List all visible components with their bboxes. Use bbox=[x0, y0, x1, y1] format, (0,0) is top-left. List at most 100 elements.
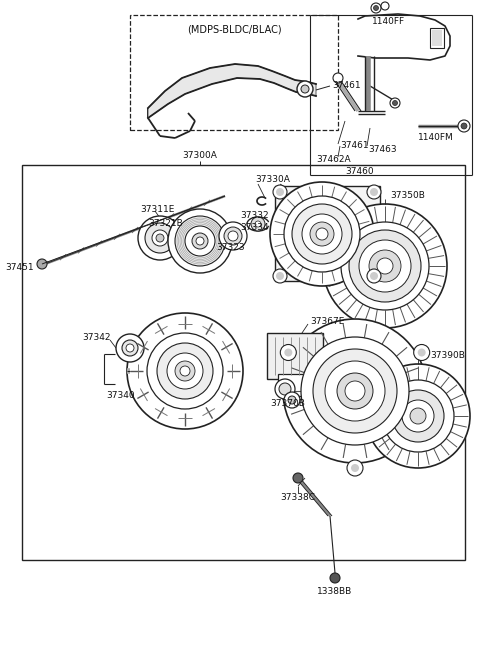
Circle shape bbox=[116, 334, 144, 362]
Text: 1338BB: 1338BB bbox=[317, 588, 353, 596]
Text: 37350B: 37350B bbox=[390, 192, 425, 201]
Circle shape bbox=[175, 361, 195, 381]
Circle shape bbox=[345, 381, 365, 401]
Polygon shape bbox=[148, 64, 316, 118]
Bar bbox=[278, 374, 306, 396]
Circle shape bbox=[283, 319, 427, 463]
Circle shape bbox=[293, 473, 303, 483]
Circle shape bbox=[377, 258, 393, 274]
Circle shape bbox=[351, 464, 359, 472]
Text: 37451: 37451 bbox=[5, 264, 34, 272]
Text: 37340: 37340 bbox=[106, 392, 134, 401]
Circle shape bbox=[284, 196, 360, 272]
Circle shape bbox=[280, 344, 296, 361]
Circle shape bbox=[316, 228, 328, 240]
Circle shape bbox=[418, 348, 426, 356]
Circle shape bbox=[371, 3, 381, 13]
Circle shape bbox=[145, 223, 175, 253]
Circle shape bbox=[414, 344, 430, 361]
Circle shape bbox=[369, 250, 401, 282]
Circle shape bbox=[341, 222, 429, 310]
Circle shape bbox=[458, 120, 470, 132]
Circle shape bbox=[323, 204, 447, 328]
Text: 37367E: 37367E bbox=[310, 316, 344, 325]
Circle shape bbox=[275, 379, 295, 399]
Circle shape bbox=[196, 237, 204, 245]
Circle shape bbox=[279, 383, 291, 395]
Text: 37461: 37461 bbox=[332, 81, 360, 91]
Text: 37332: 37332 bbox=[240, 211, 269, 220]
Circle shape bbox=[302, 214, 342, 254]
Text: 37300A: 37300A bbox=[182, 152, 217, 161]
Circle shape bbox=[255, 221, 261, 227]
Circle shape bbox=[292, 204, 352, 264]
Circle shape bbox=[273, 269, 287, 283]
Circle shape bbox=[175, 216, 225, 266]
Circle shape bbox=[313, 349, 397, 433]
Circle shape bbox=[192, 233, 208, 249]
Text: 1140FM: 1140FM bbox=[418, 134, 454, 142]
Circle shape bbox=[167, 353, 203, 389]
Text: 37462A: 37462A bbox=[316, 155, 350, 163]
Text: 37334: 37334 bbox=[240, 224, 269, 232]
Circle shape bbox=[330, 573, 340, 583]
Circle shape bbox=[126, 344, 134, 352]
Circle shape bbox=[370, 272, 378, 280]
Text: 37460: 37460 bbox=[345, 167, 373, 176]
Circle shape bbox=[370, 188, 378, 196]
Text: 37461: 37461 bbox=[340, 142, 369, 150]
Circle shape bbox=[122, 340, 138, 356]
Circle shape bbox=[461, 123, 467, 129]
Circle shape bbox=[276, 188, 284, 196]
Circle shape bbox=[284, 348, 292, 356]
Circle shape bbox=[219, 222, 247, 250]
Circle shape bbox=[297, 81, 313, 97]
Text: 37311E: 37311E bbox=[140, 205, 174, 213]
Circle shape bbox=[349, 230, 421, 302]
Text: 37338C: 37338C bbox=[280, 493, 315, 502]
Circle shape bbox=[337, 373, 373, 409]
Circle shape bbox=[37, 259, 47, 269]
Bar bbox=[267, 333, 323, 379]
Text: 1140FF: 1140FF bbox=[372, 16, 405, 26]
Circle shape bbox=[301, 85, 309, 93]
Text: 37323: 37323 bbox=[216, 243, 245, 253]
Circle shape bbox=[127, 313, 243, 429]
Bar bbox=[22, 165, 465, 560]
Circle shape bbox=[392, 390, 444, 442]
Bar bbox=[130, 15, 338, 130]
Circle shape bbox=[147, 333, 223, 409]
Text: 37463: 37463 bbox=[368, 144, 396, 154]
Circle shape bbox=[273, 185, 287, 199]
Text: 37390B: 37390B bbox=[430, 352, 465, 361]
Circle shape bbox=[393, 100, 397, 106]
Circle shape bbox=[402, 400, 434, 432]
Circle shape bbox=[270, 182, 374, 286]
Circle shape bbox=[410, 408, 426, 424]
Text: 37342: 37342 bbox=[82, 333, 110, 342]
Circle shape bbox=[284, 392, 300, 408]
Circle shape bbox=[367, 269, 381, 283]
Circle shape bbox=[366, 364, 470, 468]
Bar bbox=[430, 28, 444, 48]
Text: 37370B: 37370B bbox=[270, 400, 305, 409]
Circle shape bbox=[367, 185, 381, 199]
Circle shape bbox=[382, 380, 454, 452]
Circle shape bbox=[228, 231, 238, 241]
Circle shape bbox=[301, 337, 409, 445]
Text: 37321B: 37321B bbox=[148, 220, 183, 228]
Circle shape bbox=[168, 209, 232, 273]
Text: 37330A: 37330A bbox=[255, 176, 290, 184]
Circle shape bbox=[251, 217, 265, 231]
Circle shape bbox=[390, 98, 400, 108]
Circle shape bbox=[276, 272, 284, 280]
Circle shape bbox=[152, 230, 168, 246]
Text: (MDPS-BLDC/BLAC): (MDPS-BLDC/BLAC) bbox=[187, 25, 281, 35]
Circle shape bbox=[156, 234, 164, 242]
Circle shape bbox=[224, 227, 242, 245]
Circle shape bbox=[373, 5, 379, 10]
Bar bbox=[275, 186, 380, 281]
Circle shape bbox=[381, 2, 389, 10]
Circle shape bbox=[138, 216, 182, 260]
Circle shape bbox=[180, 366, 190, 376]
